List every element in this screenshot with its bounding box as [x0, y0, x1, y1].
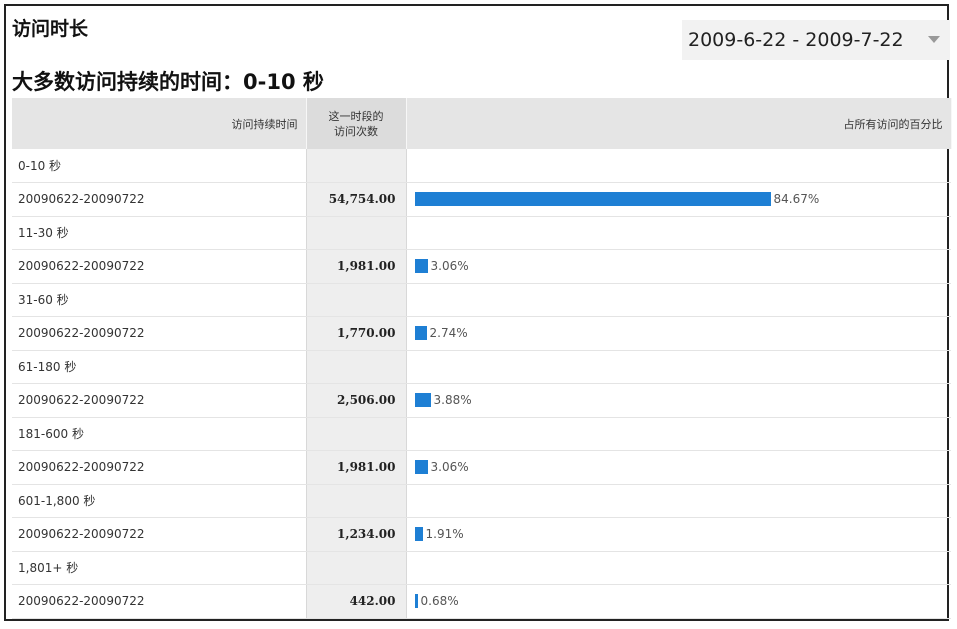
- duration-table: 访问持续时间 这一时段的 访问次数 占所有访问的百分比 0-10 秒 200906…: [12, 98, 952, 619]
- duration-group-label: 61-180 秒: [12, 350, 306, 384]
- group-percent-cell: [406, 551, 951, 585]
- date-range-cell: 20090622-20090722: [12, 249, 306, 284]
- visits-value: 442.00: [305, 584, 407, 619]
- percent-cell: 3.06%: [406, 249, 951, 284]
- date-range-label: 2009-6-22 - 2009-7-22: [688, 29, 904, 51]
- duration-group-label: 0-10 秒: [12, 149, 306, 183]
- percent-value: 3.88%: [433, 393, 472, 408]
- visits-value: 1,981.00: [305, 450, 407, 485]
- group-visits-cell: [305, 484, 407, 518]
- column-header-percent[interactable]: 占所有访问的百分比: [406, 98, 952, 149]
- date-range-cell: 20090622-20090722: [12, 517, 306, 552]
- group-percent-cell: [406, 216, 951, 250]
- table-row: 20090622-20090722 54,754.00 84.67%: [12, 182, 951, 217]
- group-visits-cell: [305, 283, 407, 317]
- date-range-cell: 20090622-20090722: [12, 450, 306, 485]
- percent-bar-wrap: 3.06%: [414, 258, 946, 274]
- table-row: 20090622-20090722 1,234.00 1.91%: [12, 517, 951, 552]
- percent-bar: [414, 594, 418, 609]
- percent-cell: 1.91%: [406, 517, 951, 552]
- table-row: 20090622-20090722 2,506.00 3.88%: [12, 383, 951, 418]
- duration-group-label: 31-60 秒: [12, 283, 306, 317]
- group-visits-cell: [305, 417, 407, 451]
- summary-headline: 大多数访问持续的时间：0-10 秒: [12, 70, 324, 94]
- duration-group-label: 11-30 秒: [12, 216, 306, 250]
- group-row: 181-600 秒: [12, 417, 951, 451]
- percent-value: 3.06%: [430, 460, 469, 475]
- percent-cell: 3.88%: [406, 383, 951, 418]
- date-range-cell: 20090622-20090722: [12, 584, 306, 619]
- date-range-cell: 20090622-20090722: [12, 316, 306, 351]
- percent-bar-wrap: 84.67%: [414, 191, 946, 207]
- percent-cell: 3.06%: [406, 450, 951, 485]
- table-row: 20090622-20090722 1,981.00 3.06%: [12, 450, 951, 485]
- group-row: 61-180 秒: [12, 350, 951, 384]
- column-header-visits-line2: 访问次数: [334, 124, 378, 138]
- percent-bar-wrap: 1.91%: [414, 526, 946, 542]
- percent-value: 3.06%: [430, 259, 469, 274]
- percent-cell: 2.74%: [406, 316, 951, 351]
- percent-bar-wrap: 2.74%: [414, 325, 946, 341]
- group-percent-cell: [406, 484, 951, 518]
- visits-value: 2,506.00: [305, 383, 407, 418]
- percent-bar-wrap: 3.06%: [414, 459, 946, 475]
- group-percent-cell: [406, 283, 951, 317]
- group-visits-cell: [305, 216, 407, 250]
- percent-value: 2.74%: [429, 326, 468, 341]
- group-row: 1,801+ 秒: [12, 551, 951, 585]
- percent-value: 1.91%: [425, 527, 464, 542]
- chevron-down-icon[interactable]: [928, 36, 940, 43]
- visits-value: 1,234.00: [305, 517, 407, 552]
- group-percent-cell: [406, 417, 951, 451]
- duration-group-label: 181-600 秒: [12, 417, 306, 451]
- group-row: 0-10 秒: [12, 149, 951, 183]
- date-range-selector[interactable]: 2009-6-22 - 2009-7-22: [682, 20, 950, 60]
- percent-bar: [414, 460, 428, 475]
- percent-bar: [414, 259, 428, 274]
- column-header-visits[interactable]: 这一时段的 访问次数: [306, 98, 407, 149]
- table-body: 0-10 秒 20090622-20090722 54,754.00 84.67% 11…: [12, 149, 951, 619]
- percent-bar-wrap: 0.68%: [414, 593, 946, 609]
- date-range-cell: 20090622-20090722: [12, 383, 306, 418]
- column-header-visits-line1: 这一时段的: [328, 109, 384, 123]
- percent-cell: 0.68%: [406, 584, 951, 619]
- date-range-cell: 20090622-20090722: [12, 182, 306, 217]
- percent-value: 0.68%: [420, 594, 459, 609]
- panel-title: 访问时长: [12, 18, 89, 40]
- percent-value: 84.67%: [773, 192, 820, 207]
- percent-cell: 84.67%: [406, 182, 951, 217]
- visits-value: 1,770.00: [305, 316, 407, 351]
- percent-bar: [414, 393, 431, 408]
- table-row: 20090622-20090722 442.00 0.68%: [12, 584, 951, 619]
- visits-value: 54,754.00: [305, 182, 407, 217]
- group-percent-cell: [406, 350, 951, 384]
- group-row: 31-60 秒: [12, 283, 951, 317]
- table-header-row: 访问持续时间 这一时段的 访问次数 占所有访问的百分比: [12, 98, 952, 149]
- table-row: 20090622-20090722 1,981.00 3.06%: [12, 249, 951, 284]
- percent-bar: [414, 326, 427, 341]
- duration-group-label: 1,801+ 秒: [12, 551, 306, 585]
- group-visits-cell: [305, 551, 407, 585]
- group-row: 601-1,800 秒: [12, 484, 951, 518]
- group-visits-cell: [305, 149, 407, 183]
- percent-bar-wrap: 3.88%: [414, 392, 946, 408]
- percent-bar: [414, 192, 771, 207]
- group-visits-cell: [305, 350, 407, 384]
- percent-bar: [414, 527, 423, 542]
- group-row: 11-30 秒: [12, 216, 951, 250]
- visit-duration-panel: 访问时长 2009-6-22 - 2009-7-22 大多数访问持续的时间：0-…: [4, 4, 952, 621]
- duration-group-label: 601-1,800 秒: [12, 484, 306, 518]
- column-header-duration[interactable]: 访问持续时间: [12, 98, 307, 149]
- table-row: 20090622-20090722 1,770.00 2.74%: [12, 316, 951, 351]
- visits-value: 1,981.00: [305, 249, 407, 284]
- group-percent-cell: [406, 149, 951, 183]
